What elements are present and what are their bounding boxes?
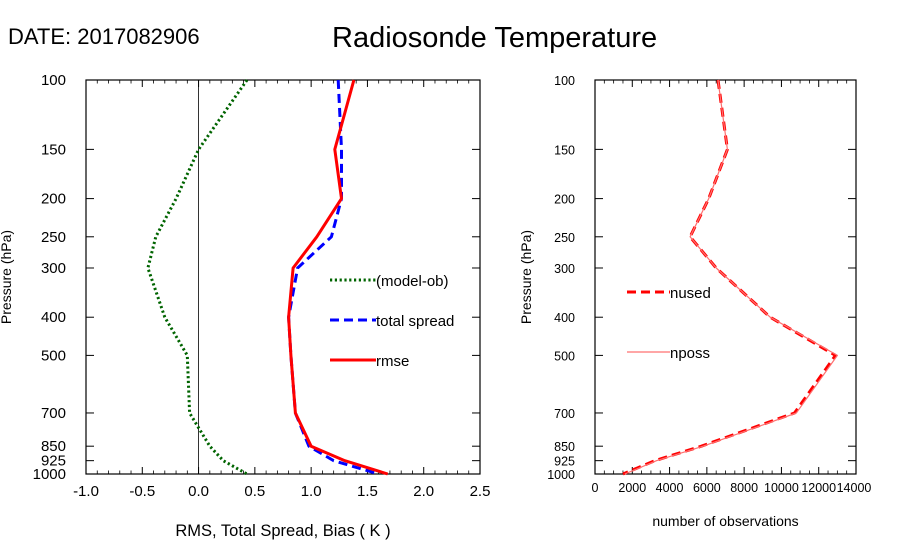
x-tick-label: 10000 xyxy=(764,481,799,495)
x-tick-label: -0.5 xyxy=(129,483,155,500)
y-axis-label: Pressure (hPa) xyxy=(518,230,534,324)
y-tick-label: 1000 xyxy=(547,468,575,482)
y-tick-label: 100 xyxy=(554,74,575,88)
x-tick-label: 8000 xyxy=(730,481,758,495)
x-tick-label: 2.0 xyxy=(413,483,434,500)
plot-frame xyxy=(85,79,481,475)
series-line-nused xyxy=(622,79,837,476)
y-tick-label: 150 xyxy=(554,143,575,157)
chart-title: Radiosonde Temperature xyxy=(332,22,658,54)
y-tick-label: 850 xyxy=(41,438,66,455)
x-tick-label: 2.5 xyxy=(470,483,491,500)
y-axis-label: Pressure (hPa) xyxy=(0,230,14,324)
x-tick-label: 1.5 xyxy=(357,483,378,500)
legend-label: nused xyxy=(670,285,711,302)
plot-panel-1 xyxy=(85,79,481,476)
x-tick-label: -1.0 xyxy=(73,483,99,500)
y-tick-label: 400 xyxy=(41,309,66,326)
legend-label: rmse xyxy=(376,353,409,370)
y-tick-label: 925 xyxy=(554,455,575,469)
y-tick-label: 250 xyxy=(554,231,575,245)
y-tick-label: 250 xyxy=(41,229,66,246)
series-line-model-ob xyxy=(146,79,249,476)
x-tick-label: 2000 xyxy=(618,481,646,495)
x-tick-label: 1.0 xyxy=(301,483,322,500)
y-tick-label: 400 xyxy=(554,311,575,325)
legend-label: total spread xyxy=(376,313,454,330)
plot-panel-2 xyxy=(594,79,857,476)
x-tick-label: 4000 xyxy=(656,481,684,495)
x-tick-label: 0 xyxy=(592,481,599,495)
y-tick-label: 850 xyxy=(554,440,575,454)
y-tick-label: 100 xyxy=(41,72,66,89)
y-tick-label: 700 xyxy=(554,407,575,421)
x-tick-label: 14000 xyxy=(837,481,872,495)
y-tick-label: 200 xyxy=(554,193,575,207)
x-tick-label: 12000 xyxy=(801,481,836,495)
series-line-rmse xyxy=(287,79,389,476)
x-tick-label: 0.0 xyxy=(188,483,209,500)
y-tick-label: 1000 xyxy=(33,466,66,483)
y-tick-label: 700 xyxy=(41,405,66,422)
x-axis-label: number of observations xyxy=(652,513,798,529)
series-line-nposs xyxy=(624,79,839,475)
legend-label: nposs xyxy=(670,345,710,362)
y-tick-label: 200 xyxy=(41,191,66,208)
x-axis-label: RMS, Total Spread, Bias ( K ) xyxy=(175,522,390,540)
series-line-total-spread xyxy=(287,79,380,476)
y-tick-label: 300 xyxy=(41,260,66,277)
y-tick-label: 300 xyxy=(554,262,575,276)
x-tick-label: 6000 xyxy=(693,481,721,495)
y-tick-label: 150 xyxy=(41,141,66,158)
y-tick-label: 500 xyxy=(554,349,575,363)
x-tick-label: 0.5 xyxy=(244,483,265,500)
date-label: DATE: 2017082906 xyxy=(8,24,200,49)
y-tick-label: 500 xyxy=(41,347,66,364)
y-tick-label: 925 xyxy=(41,453,66,470)
legend-label: (model-ob) xyxy=(376,273,449,290)
